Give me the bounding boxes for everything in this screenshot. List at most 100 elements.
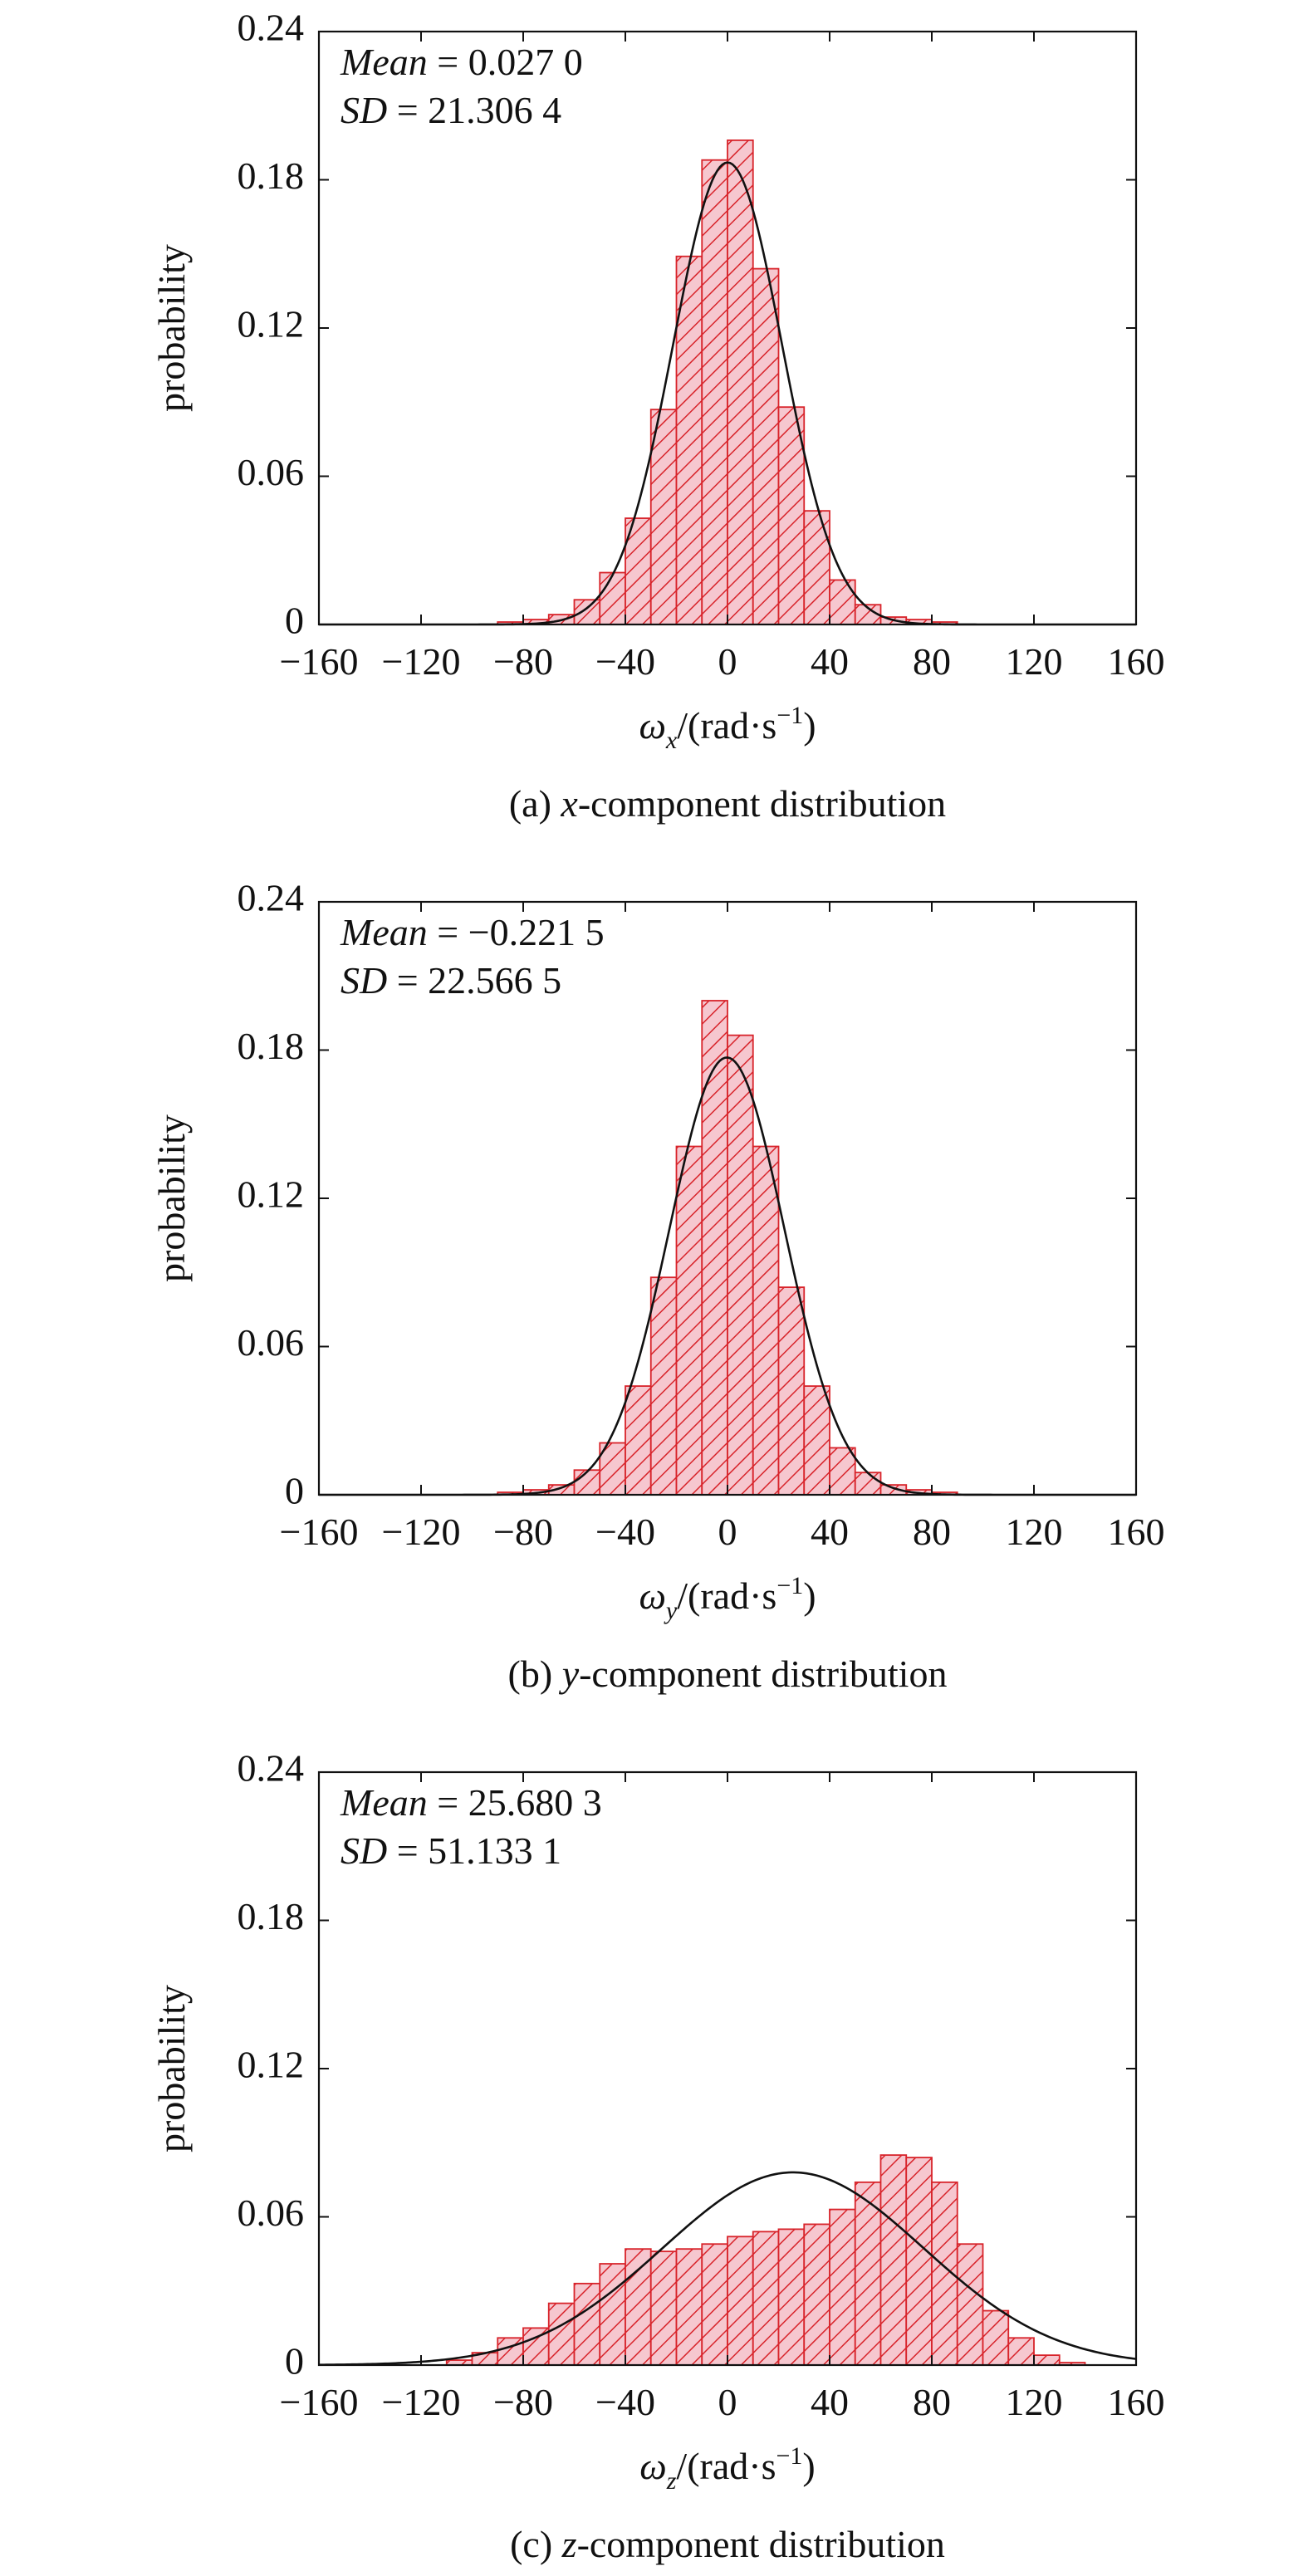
histogram-bar (701, 1000, 728, 1496)
normal-fit-curve (318, 2171, 1137, 2366)
x-tick-label: 120 (1006, 1511, 1063, 1553)
x-tick-label: 120 (1006, 2381, 1063, 2423)
x-axis-label: ωz/(rad·s−1) (639, 2442, 815, 2495)
histogram-bar (625, 1385, 652, 1496)
histogram-bar (573, 599, 601, 625)
histogram-bar (727, 2236, 754, 2366)
x-tick-label: 0 (718, 2381, 737, 2423)
y-tick-label: 0.12 (238, 303, 305, 345)
histogram-bar (727, 139, 754, 625)
y-tick-label: 0.18 (238, 1895, 305, 1937)
y-tick-label: 0.12 (238, 1173, 305, 1216)
y-tick-label: 0.06 (238, 2192, 305, 2234)
histogram-bar (752, 2231, 780, 2366)
stats-annotation: Mean = −0.221 5 SD = 22.566 5 (340, 911, 605, 1002)
sd-stat: SD = 51.133 1 (340, 1829, 561, 1872)
mean-stat: Mean = 0.027 0 (340, 41, 583, 83)
histogram-bar (803, 1385, 830, 1496)
histogram-bar (649, 409, 678, 625)
sd-stat: SD = 21.306 4 (340, 89, 561, 131)
y-tick-label: 0.12 (238, 2044, 305, 2086)
histogram-bar (829, 1447, 856, 1496)
y-tick-labels: 0 0.06 0.12 0.18 0.24 (238, 1747, 305, 2383)
histogram-bar (777, 2228, 806, 2366)
histogram-bars (497, 139, 958, 625)
x-tick-label: −120 (382, 2381, 461, 2423)
y-tick-label: 0.24 (238, 7, 305, 49)
x-tick-label: −40 (595, 1511, 655, 1553)
y-tick-label: 0.24 (238, 1747, 305, 1790)
x-tick-label: −120 (382, 1511, 461, 1553)
histogram-bar (905, 2157, 933, 2366)
histogram-bar (573, 1469, 601, 1496)
y-tick-label: 0 (285, 1470, 304, 1512)
x-tick-label: 160 (1108, 640, 1165, 683)
histogram-bar (675, 1145, 703, 1496)
histogram-bar (675, 2248, 703, 2366)
histogram-bar (649, 2250, 678, 2366)
x-tick-label: 160 (1108, 1511, 1165, 1553)
axis-ticks (318, 901, 1137, 1496)
histogram-bar (777, 406, 806, 625)
mean-stat: Mean = 25.680 3 (340, 1781, 602, 1824)
x-axis-label: ωx/(rad·s−1) (639, 702, 816, 754)
y-tick-label: 0 (285, 600, 304, 642)
x-tick-label: 80 (913, 2381, 951, 2423)
x-tick-labels: −160 −120 −80 −40 0 40 80 120 160 (280, 640, 1165, 683)
x-tick-label: 40 (811, 1511, 849, 1553)
x-axis-label: ωy/(rad·s−1) (639, 1572, 816, 1624)
x-tick-label: −80 (493, 1511, 553, 1553)
axis-ticks (318, 31, 1137, 625)
histogram-bar (1033, 2354, 1061, 2366)
x-tick-label: 40 (811, 2381, 849, 2423)
x-tick-label: −80 (493, 640, 553, 683)
y-tick-label: 0.24 (238, 877, 305, 919)
x-tick-label: −40 (595, 640, 655, 683)
x-tick-label: 160 (1108, 2381, 1165, 2423)
panel-caption: (c) z-component distribution (510, 2523, 945, 2565)
y-tick-labels: 0 0.06 0.12 0.18 0.24 (238, 7, 305, 642)
histogram-bar (752, 1145, 780, 1496)
x-tick-label: −80 (493, 2381, 553, 2423)
histogram-bar (573, 2282, 601, 2366)
histogram-bar (982, 2309, 1010, 2366)
histogram-bar (599, 571, 626, 625)
x-tick-labels: −160 −120 −80 −40 0 40 80 120 160 (280, 2381, 1165, 2423)
y-axis-label: probability (150, 1985, 193, 2152)
histogram-bar (547, 2302, 576, 2366)
y-tick-label: 0.18 (238, 154, 305, 197)
histogram-bar (829, 579, 856, 625)
histogram-bar (803, 510, 830, 625)
sd-stat: SD = 22.566 5 (340, 959, 561, 1002)
chart-panel-c: 0 0.06 0.12 0.18 0.24 −160 −120 −80 −40 … (150, 1747, 1165, 2565)
x-tick-label: −40 (595, 2381, 655, 2423)
x-tick-label: 0 (718, 640, 737, 683)
x-tick-label: 80 (913, 640, 951, 683)
histogram-bar (803, 2223, 830, 2366)
histogram-bar (879, 2154, 908, 2366)
x-tick-label: −160 (280, 1511, 359, 1553)
chart-panel-a: 0 0.06 0.12 0.18 0.24 −160 −120 −80 −40 … (150, 7, 1165, 825)
y-axis-label: probability (150, 244, 193, 412)
histogram-bar (625, 2248, 652, 2366)
histogram-bar (701, 2243, 728, 2366)
y-axis-label: probability (150, 1114, 193, 1282)
x-tick-label: 40 (811, 640, 849, 683)
x-tick-label: −120 (382, 640, 461, 683)
x-tick-label: 80 (913, 1511, 951, 1553)
axis-ticks (318, 1771, 1137, 2366)
histogram-bar (777, 1286, 806, 1496)
histogram-bar (599, 2263, 626, 2366)
chart-panel-b: 0 0.06 0.12 0.18 0.24 −160 −120 −80 −40 … (150, 877, 1165, 1695)
panel-caption: (a) x-component distribution (509, 782, 946, 825)
y-tick-label: 0 (285, 2340, 304, 2383)
y-tick-label: 0.18 (238, 1025, 305, 1067)
histogram-bar (829, 2208, 856, 2366)
x-tick-label: −160 (280, 2381, 359, 2423)
panel-caption: (b) y-component distribution (508, 1653, 948, 1695)
x-tick-label: 120 (1006, 640, 1063, 683)
x-tick-label: 0 (718, 1511, 737, 1553)
histogram-bars (497, 1000, 958, 1496)
histogram-bar (854, 1472, 882, 1496)
stats-annotation: Mean = 0.027 0 SD = 21.306 4 (340, 41, 583, 131)
